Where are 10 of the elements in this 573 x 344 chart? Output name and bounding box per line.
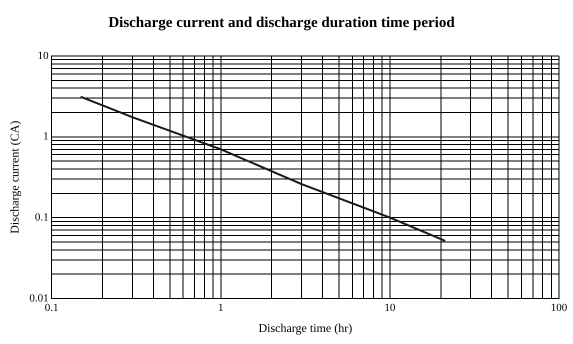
x-axis-title: Discharge time (hr) [258,320,352,335]
y-tick-label: 10 [38,50,50,62]
y-axis-title: Discharge current (CA) [7,120,22,234]
x-tick-label: 10 [384,302,396,314]
chart-title: Discharge current and discharge duration time period [108,14,456,31]
y-tick-label: 1 [43,130,49,143]
y-tick-label: 0.1 [34,211,49,224]
y-tick-label: 0.01 [29,292,49,304]
x-tick-label: 1 [218,302,224,314]
x-tick-label: 100 [550,302,568,314]
